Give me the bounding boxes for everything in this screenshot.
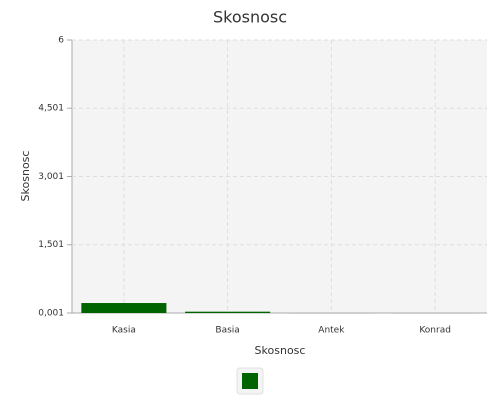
x-tick-label: Basia [215,326,239,336]
y-tick-label: 0,001 [38,309,64,319]
y-tick-label: 3,001 [38,172,64,182]
x-axis-label: Skosnosc [255,344,306,357]
legend-swatch [242,373,258,389]
x-tick-label: Konrad [419,326,451,336]
y-axis-label: Skosnosc [19,151,32,202]
y-tick-label: 6 [58,36,64,46]
chart-title: Skosnosc [213,8,287,27]
x-tick-label: Antek [318,326,345,336]
bar [185,311,271,313]
bar [81,303,167,313]
x-tick-label: Kasia [112,326,136,336]
y-tick-label: 4,501 [38,104,64,114]
y-tick-label: 1,501 [38,240,64,250]
